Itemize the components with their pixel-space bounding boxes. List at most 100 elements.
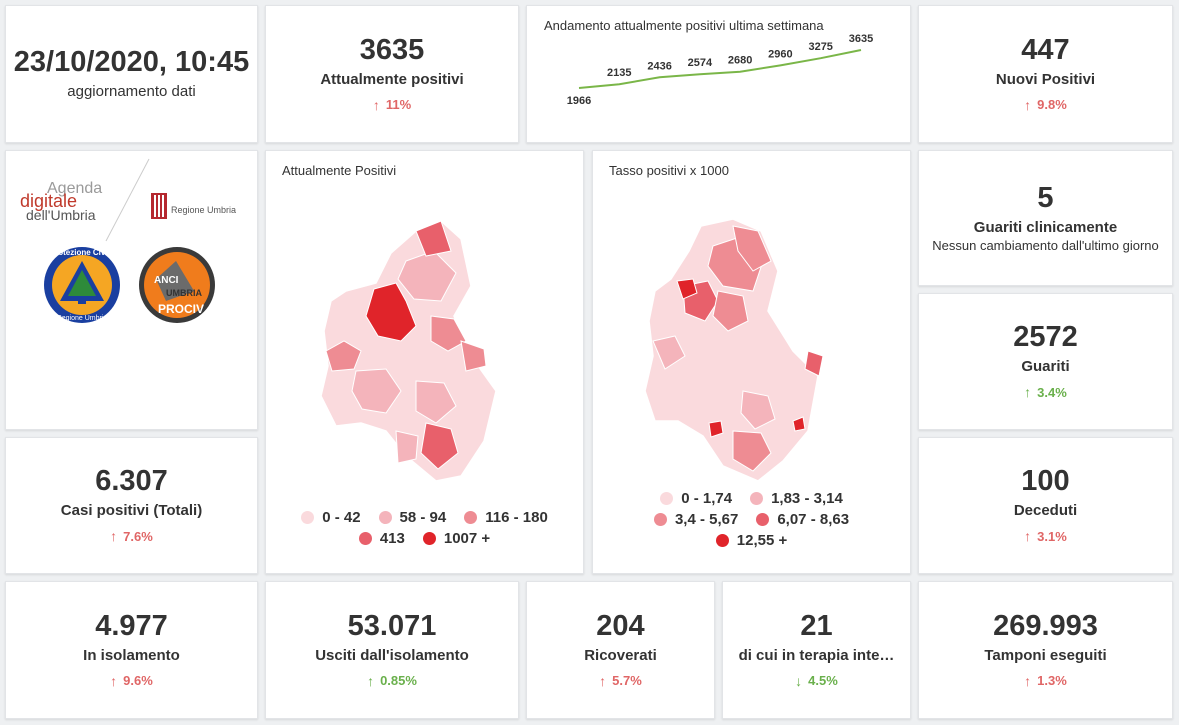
attualmente-card[interactable]: 3635 Attualmente positivi ↑ 11%	[265, 5, 519, 143]
legend-swatch	[660, 492, 674, 505]
map-region-gubbio	[415, 220, 452, 257]
map-tasso-card: Tasso positivi x 1000 0 - 1,74 1,83 - 3,1…	[592, 150, 911, 574]
map1-legend-item: 0 - 42	[301, 509, 361, 526]
arrow-up-icon: ↑	[110, 528, 118, 544]
map-attualmente-title: Attualmente Positivi	[282, 163, 397, 178]
ricoverati-trend-value: 5.7%	[612, 673, 642, 688]
deceduti-trend: ↑ 3.1%	[1024, 528, 1067, 544]
casi-card[interactable]: 6.307 Casi positivi (Totali) ↑ 7.6%	[5, 437, 258, 574]
legend-label: 116 - 180	[485, 509, 548, 526]
ricoverati-card[interactable]: 204 Ricoverati ↑ 5.7%	[526, 581, 715, 719]
map2-region-gubbio	[732, 225, 772, 272]
deceduti-value: 100	[1021, 465, 1070, 497]
arrow-up-icon: ↑	[372, 96, 380, 113]
guariti-trend: ↑ 3.4%	[1024, 384, 1067, 400]
legend-label: 413	[379, 530, 405, 547]
map-region-base	[320, 220, 497, 482]
regione-umbria-logo-icon	[151, 193, 167, 219]
guariti-card[interactable]: 2572 Guariti ↑ 3.4%	[918, 293, 1173, 430]
tamponi-card[interactable]: 269.993 Tamponi eseguiti ↑ 1.3%	[918, 581, 1173, 719]
isolamento-card[interactable]: 4.977 In isolamento ↑ 9.6%	[5, 581, 258, 719]
map-tasso-title: Tasso positivi x 1000	[609, 163, 729, 178]
logo-divider	[105, 158, 150, 242]
legend-swatch	[756, 513, 770, 526]
usciti-label: Usciti dall'isolamento	[315, 646, 469, 664]
attualmente-value: 3635	[359, 33, 425, 66]
arrow-up-icon: ↑	[599, 672, 607, 689]
data-label: 2436	[647, 60, 671, 72]
usciti-value: 53.071	[347, 609, 437, 642]
legend-label: 12,55 +	[736, 532, 788, 549]
map2-region-south-red	[708, 420, 724, 438]
nuovi-trend: ↑ 9.8%	[1024, 97, 1067, 113]
attualmente-trend: ↑ 11%	[373, 97, 411, 113]
protezione-logo-bottom: Regione Umbria	[57, 315, 108, 322]
legend-label: 0 - 42	[322, 509, 361, 526]
deceduti-card[interactable]: 100 Deceduti ↑ 3.1%	[918, 437, 1173, 574]
terapia-trend: ↓ 4.5%	[795, 673, 838, 689]
tamponi-value: 269.993	[993, 609, 1098, 642]
arrow-down-icon: ↓	[795, 672, 803, 689]
map2-region-umbertide	[676, 278, 698, 300]
map-region-foligno	[430, 315, 467, 352]
legend-swatch	[378, 511, 392, 524]
map-region-narni	[395, 430, 419, 464]
terapia-value: 21	[800, 609, 833, 642]
map2-region-norcia	[804, 350, 824, 377]
nuovi-card[interactable]: 447 Nuovi Positivi ↑ 9.8%	[918, 5, 1173, 143]
casi-value: 6.307	[95, 465, 168, 497]
map2-region-east-red	[792, 416, 806, 432]
casi-label: Casi positivi (Totali)	[60, 502, 203, 519]
update-label: aggiornamento dati	[67, 83, 196, 100]
umbria-map-attualmente[interactable]	[266, 191, 584, 521]
map-attualmente-card: Attualmente Positivi 0 - 42 58 - 94 116 - …	[265, 150, 584, 574]
casi-trend-value: 7.6%	[123, 528, 153, 544]
legend-swatch	[653, 513, 667, 526]
series-line	[578, 49, 862, 89]
guariti-clin-card[interactable]: 5 Guariti clinicamente Nessun cambiament…	[918, 150, 1173, 286]
data-label: 3635	[849, 33, 873, 45]
map1-legend-item: 1007 +	[422, 530, 490, 547]
map-attualmente-legend: 0 - 42 58 - 94 116 - 180 413 1007 +	[266, 509, 583, 547]
legend-label: 1,83 - 3,14	[771, 490, 843, 507]
attualmente-label: Attualmente positivi	[320, 70, 464, 88]
arrow-up-icon: ↑	[110, 672, 118, 689]
protezione-civile-logo-icon	[44, 247, 120, 323]
arrow-up-icon: ↑	[1024, 96, 1032, 113]
data-label: 2574	[688, 57, 713, 69]
usciti-card[interactable]: 53.071 Usciti dall'isolamento ↑ 0.85%	[265, 581, 519, 719]
terapia-card[interactable]: 21 di cui in terapia inte… ↓ 4.5%	[722, 581, 911, 719]
map-region-trasimeno	[325, 340, 362, 372]
anci-logo-line1: ANCI	[154, 275, 179, 286]
arrow-up-icon: ↑	[1024, 384, 1032, 400]
data-label: 3275	[808, 41, 832, 53]
arrow-up-icon: ↑	[367, 672, 375, 689]
data-label: 1966	[567, 95, 591, 107]
trend-line-chart: 1966 2135 2436 2574 2680 2960 3275 3635	[567, 33, 873, 107]
umbria-map-tasso[interactable]	[593, 191, 911, 521]
ricoverati-label: Ricoverati	[584, 646, 657, 664]
nuovi-trend-value: 9.8%	[1037, 97, 1067, 112]
update-datetime: 23/10/2020, 10:45	[13, 46, 250, 78]
chart-title: Andamento attualmente positivi ultima se…	[544, 18, 824, 33]
map2-region-assisi	[712, 290, 749, 332]
map2-legend-item: 1,83 - 3,14	[750, 490, 843, 507]
data-label: 2135	[607, 67, 631, 79]
terapia-label: di cui in terapia inte…	[738, 646, 895, 664]
map-region-todi	[351, 368, 402, 414]
trend-chart-card: Andamento attualmente positivi ultima se…	[526, 5, 911, 143]
isolamento-trend-value: 9.6%	[123, 673, 153, 688]
anci-prociv-logo-icon	[139, 247, 215, 323]
nuovi-label: Nuovi Positivi	[995, 70, 1096, 88]
usciti-trend: ↑ 0.85%	[367, 673, 417, 689]
legend-label: 58 - 94	[399, 509, 447, 526]
casi-trend: ↑ 7.6%	[110, 528, 153, 544]
guariti-trend-value: 3.4%	[1037, 384, 1067, 400]
nuovi-value: 447	[1021, 33, 1070, 66]
legend-swatch	[750, 492, 764, 505]
data-label: 2680	[728, 55, 752, 67]
ricoverati-trend: ↑ 5.7%	[599, 673, 642, 689]
map1-legend-item: 413	[358, 530, 405, 547]
regione-umbria-label: Regione Umbria	[171, 205, 236, 215]
legend-label: 3,4 - 5,67	[674, 511, 739, 528]
